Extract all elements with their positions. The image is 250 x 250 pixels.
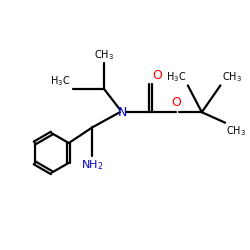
Text: H$_3$C: H$_3$C (50, 74, 71, 88)
Text: CH$_3$: CH$_3$ (94, 48, 114, 62)
Text: O: O (152, 70, 162, 82)
Text: O: O (171, 96, 181, 110)
Text: N: N (118, 106, 127, 119)
Text: CH$_3$: CH$_3$ (226, 124, 246, 138)
Text: NH$_2$: NH$_2$ (81, 158, 104, 172)
Text: CH$_3$: CH$_3$ (222, 70, 242, 84)
Text: H$_3$C: H$_3$C (166, 70, 186, 84)
